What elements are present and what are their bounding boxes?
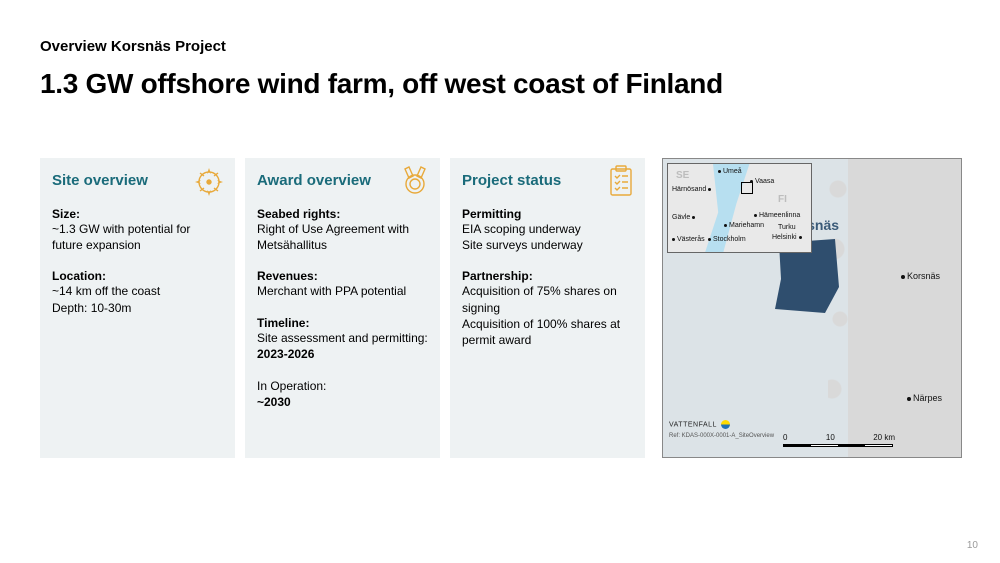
city-mariehamn: Mariehamn — [724, 222, 764, 229]
label: Partnership: — [462, 269, 633, 283]
card-project-status: Project status Permitting EIA scoping un… — [450, 158, 645, 458]
page-number: 10 — [967, 540, 978, 551]
block-timeline: Timeline: Site assessment and permitting… — [257, 316, 428, 362]
label: Permitting — [462, 207, 633, 221]
city-label: Turku — [778, 224, 796, 231]
inset-map: SE FI Umeå Vaasa Härnösand Gävle Marieha… — [667, 163, 812, 253]
label: Revenues: — [257, 269, 428, 283]
city-vaasa: Vaasa — [750, 178, 774, 185]
tick: 0 — [783, 433, 787, 442]
text: 2023-2026 — [257, 346, 428, 362]
inset-country-fi: FI — [778, 194, 787, 205]
scale-bar: 0 10 20 km — [783, 433, 895, 447]
city-label: Helsinki — [772, 234, 797, 241]
block-location: Location: ~14 km off the coast Depth: 10… — [52, 269, 223, 315]
label: Location: — [52, 269, 223, 283]
cards-row: Site overview Size: ~1.3 GW with potenti… — [40, 158, 645, 458]
city-label: Korsnäs — [907, 271, 940, 281]
compass-icon — [191, 164, 227, 205]
city-label: Gävle — [672, 214, 690, 221]
city-label: Härnösand — [672, 186, 706, 193]
colon: : — [529, 269, 533, 283]
vattenfall-brand: VATTENFALL — [669, 420, 730, 429]
map-coast — [848, 159, 961, 457]
text: ~14 km off the coast — [52, 283, 223, 299]
city-label: Hämeenlinna — [759, 212, 800, 219]
block-operation: In Operation: ~2030 — [257, 378, 428, 410]
text: In Operation: — [257, 378, 428, 394]
city-narpes: Närpes — [907, 393, 942, 403]
city-label: Närpes — [913, 393, 942, 403]
block-seabed: Seabed rights: Right of Use Agreement wi… — [257, 207, 428, 253]
card-award-overview: Award overview Seabed rights: Right of U… — [245, 158, 440, 458]
text: Merchant with PPA potential — [257, 283, 428, 299]
overline: Overview Korsnäs Project — [40, 38, 226, 55]
text: Site surveys underway — [462, 237, 633, 253]
map-reference: Ref: KDAS-000X-0001-A_SiteOverview — [669, 433, 774, 439]
block-partnership: Partnership: Acquisition of 75% shares o… — [462, 269, 633, 348]
label-text: Partnership — [462, 269, 529, 283]
city-label: Stockholm — [713, 236, 746, 243]
city-label: Umeå — [723, 168, 742, 175]
vattenfall-logo-icon — [721, 420, 730, 429]
text: Depth: 10-30m — [52, 300, 223, 316]
label: Size: — [52, 207, 223, 221]
city-turku: Turku — [778, 224, 796, 231]
text: Acquisition of 100% shares at permit awa… — [462, 316, 633, 348]
text: Acquisition of 75% shares on signing — [462, 283, 633, 315]
label: Seabed rights: — [257, 207, 428, 221]
block-size: Size: ~1.3 GW with potential for future … — [52, 207, 223, 253]
site-map: Korsnäs Korsnäs Närpes VATTENFALL Ref: K… — [662, 158, 962, 458]
city-umea: Umeå — [718, 168, 742, 175]
city-gavle: Gävle — [672, 214, 697, 221]
text: ~2030 — [257, 394, 428, 410]
city-helsinki: Helsinki — [772, 234, 804, 241]
city-label: Vaasa — [755, 178, 774, 185]
card-site-overview: Site overview Size: ~1.3 GW with potenti… — [40, 158, 235, 458]
tick: 10 — [826, 433, 835, 442]
city-korsnas: Korsnäs — [901, 271, 940, 281]
block-permitting: Permitting EIA scoping underway Site sur… — [462, 207, 633, 253]
city-label: Mariehamn — [729, 222, 764, 229]
city-harnosand: Härnösand — [672, 186, 713, 193]
inset-country-se: SE — [676, 170, 689, 181]
clipboard-check-icon — [605, 164, 637, 203]
text: ~1.3 GW with potential for future expans… — [52, 221, 223, 253]
brand-text: VATTENFALL — [669, 421, 717, 428]
tick: 20 km — [873, 433, 895, 442]
label: Timeline: — [257, 316, 428, 330]
block-revenues: Revenues: Merchant with PPA potential — [257, 269, 428, 299]
city-vasteras: Västerås — [672, 236, 705, 243]
city-stockholm: Stockholm — [708, 236, 746, 243]
text: Right of Use Agreement with Metsähallitu… — [257, 221, 428, 253]
medal-icon — [398, 164, 432, 203]
page-title: 1.3 GW offshore wind farm, off west coas… — [40, 68, 723, 100]
city-hameenlinna: Hämeenlinna — [754, 212, 800, 219]
scale-bar-graphic — [783, 444, 893, 447]
text: EIA scoping underway — [462, 221, 633, 237]
text: Site assessment and permitting: — [257, 330, 428, 346]
city-label: Västerås — [677, 236, 705, 243]
